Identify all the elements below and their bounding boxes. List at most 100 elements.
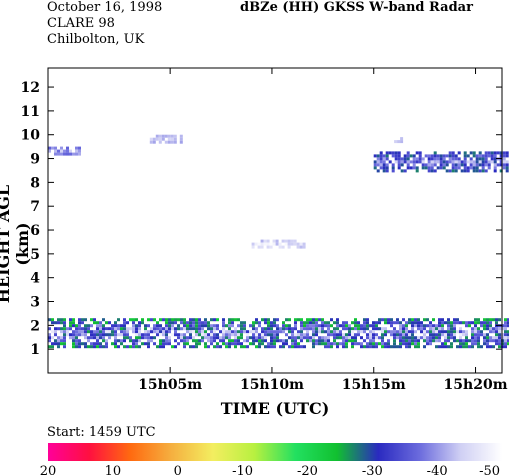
echo-cell [342,333,345,337]
echo-cell [293,239,297,243]
echo-cell [180,318,183,322]
echo-cell [471,339,474,343]
echo-cell [63,152,66,156]
echo-cell [487,166,491,170]
echo-cell [490,157,494,161]
echo-cell [54,146,57,150]
echo-cell [495,318,498,322]
echo-cell [114,327,117,331]
echo-cell [445,163,449,167]
echo-cell [174,321,177,325]
echo-cell [120,342,123,346]
echo-cell [51,321,54,325]
echo-cell [414,324,417,328]
echo-cell [436,154,440,158]
echo-cell [466,160,470,164]
echo-cell [282,345,285,349]
echo-cell [165,339,168,343]
echo-cell [156,330,159,334]
echo-cell [195,321,198,325]
echo-cell [433,157,437,161]
echo-cell [318,318,321,322]
echo-cell [442,157,446,161]
y-tick-label: 8 [30,175,40,191]
echo-cell [483,336,486,340]
echo-cell [474,342,477,346]
echo-cell [141,336,144,340]
echo-cell [63,342,66,346]
echo-cell [385,157,389,161]
echo-cell [504,339,507,343]
echo-cell [201,327,204,331]
echo-cell [324,321,327,325]
echo-cell [451,160,455,164]
echo-cell [504,333,507,337]
echo-cell [168,321,171,325]
echo-cell [415,157,419,161]
echo-cell [228,321,231,325]
echo-cell [57,336,60,340]
echo-cell [213,330,216,334]
echo-cell [462,345,465,349]
echo-cell [441,333,444,337]
echo-cell [135,333,138,337]
echo-cell [445,169,449,173]
echo-cell [90,345,93,349]
echo-cell [444,345,447,349]
echo-cell [141,318,144,322]
echo-cell [366,345,369,349]
echo-cell [444,333,447,337]
echo-cell [171,333,174,337]
echo-cell [179,137,183,141]
echo-cell [321,327,324,331]
echo-cell [375,342,378,346]
echo-cell [225,342,228,346]
echo-cell [261,333,264,337]
echo-cell [234,336,237,340]
echo-cell [273,336,276,340]
echo-cell [111,327,114,331]
echo-cell [366,318,369,322]
echo-cell [426,324,429,328]
echo-cell [405,342,408,346]
echo-cell [435,324,438,328]
echo-cell [502,151,506,155]
echo-cell [54,333,57,337]
echo-cell [75,345,78,349]
echo-cell [384,333,387,337]
echo-cell [414,321,417,325]
echo-cell [123,333,126,337]
echo-cell [132,324,135,328]
echo-cell [453,318,456,322]
echo-cell [312,318,315,322]
echo-cell [54,321,57,325]
echo-cell [147,330,150,334]
echo-cell [417,324,420,328]
echo-cell [438,336,441,340]
echo-cell [462,330,465,334]
echo-cell [210,324,213,328]
echo-cell [303,333,306,337]
echo-cell [183,324,186,328]
echo-cell [132,339,135,343]
echo-cell [63,149,66,153]
echo-cell [300,345,303,349]
echo-cell [293,242,297,246]
echo-cell [489,324,492,328]
echo-cell [315,342,318,346]
echo-cell [210,330,213,334]
echo-cell [412,154,416,158]
echo-cell [481,157,485,161]
echo-cell [324,336,327,340]
echo-cell [369,339,372,343]
echo-cell [480,321,483,325]
echo-cell [403,157,407,161]
echo-cell [441,327,444,331]
echo-cell [309,318,312,322]
echo-cell [291,345,294,349]
echo-cell [474,327,477,331]
echo-cell [312,345,315,349]
echo-cell [321,342,324,346]
echo-cell [99,345,102,349]
echo-cell [237,339,240,343]
